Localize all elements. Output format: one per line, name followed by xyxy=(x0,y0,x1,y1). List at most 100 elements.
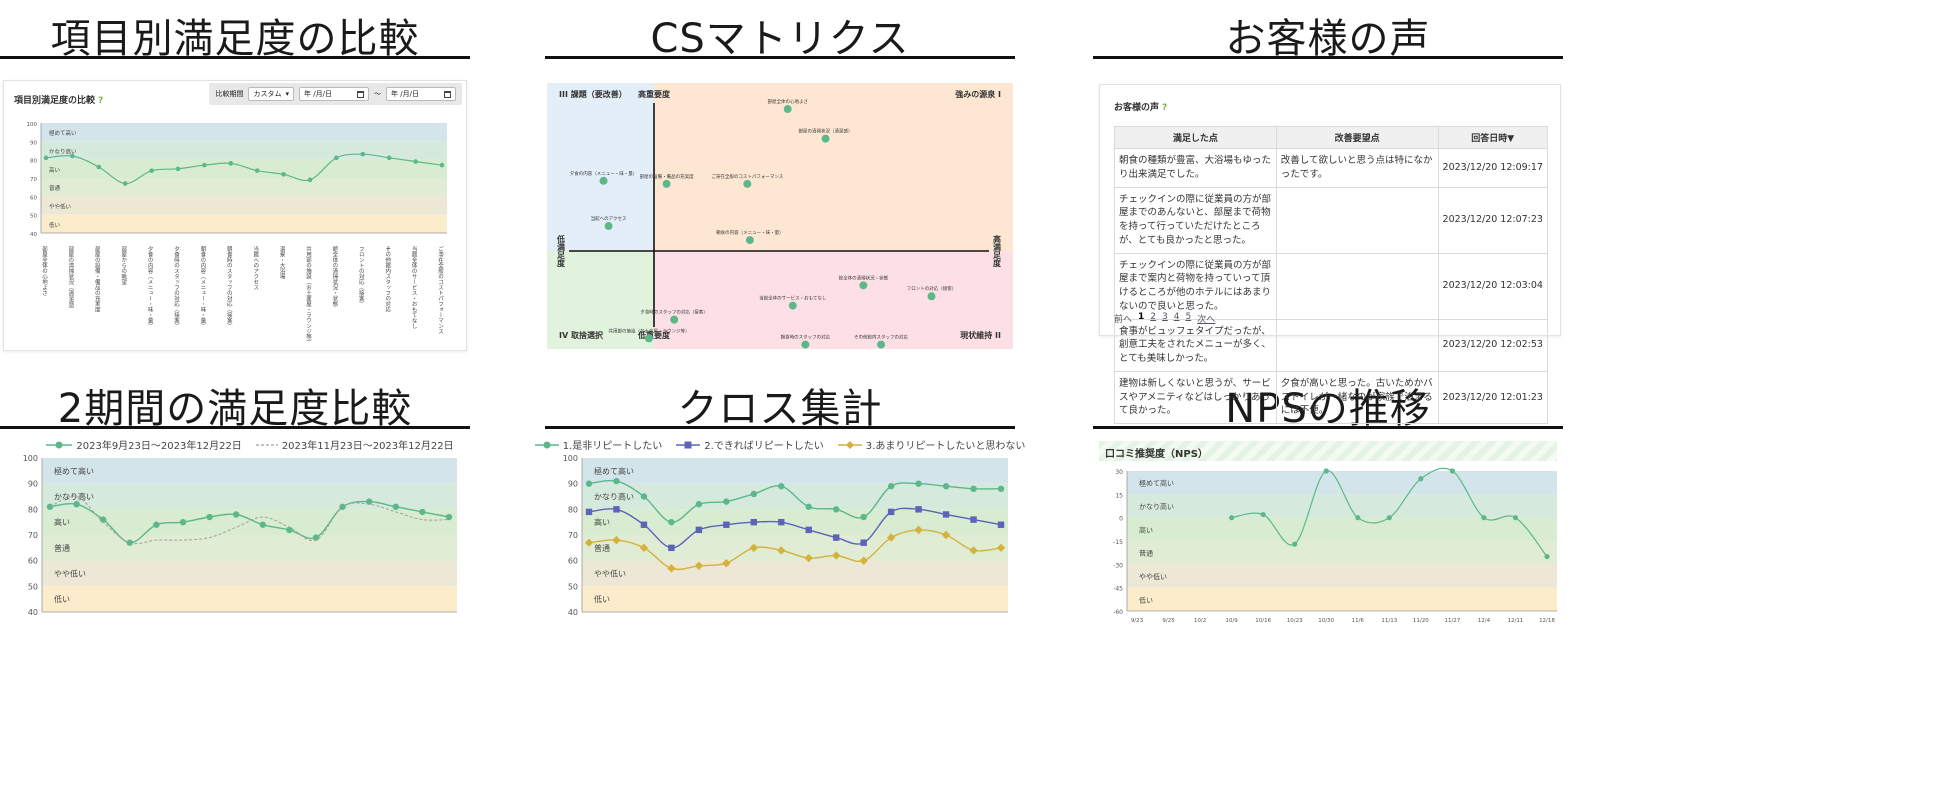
data-point xyxy=(783,105,792,114)
point-label: その他館内スタッフの対応 xyxy=(854,334,908,341)
x-tick-label: 10/2 xyxy=(1194,618,1206,624)
data-point xyxy=(887,483,895,490)
x-tick-label: 朝食時のスタッフの対応（接客） xyxy=(226,246,233,329)
improvement-cell: 改善して欲しいと思う点は特になかったです。 xyxy=(1275,148,1439,188)
legend-item[interactable]: 2.できればリピートしたい xyxy=(676,437,824,452)
quadrant-iii xyxy=(547,83,654,251)
data-point xyxy=(599,176,608,185)
satisfied-point-cell: チェックインの際に従業員の方が部屋までのあんないと、部屋まで荷物を持って行ってい… xyxy=(1114,186,1277,254)
legend-item[interactable]: 2023年9月23日〜2023年12月22日 xyxy=(46,437,242,452)
quadrant-label: IV 取捨選択 xyxy=(559,330,604,340)
data-point xyxy=(832,551,841,560)
y-tick-label: -15 xyxy=(1113,539,1123,546)
band-label: 普通 xyxy=(54,543,70,553)
band xyxy=(582,535,1008,561)
band-label: かなり高い xyxy=(49,148,77,156)
pager-page[interactable]: 4 xyxy=(1173,312,1180,322)
data-point xyxy=(644,334,653,343)
data-point xyxy=(206,513,213,521)
cs-matrix-chart: III 課題（要改善） 強みの源泉 I IV 取捨選択 現状維持 II 高重要度低重要度… xyxy=(547,83,1013,349)
legend-label: 2023年9月23日〜2023年12月22日 xyxy=(76,441,242,452)
y-tick-label: 80 xyxy=(28,505,38,514)
answered-at-cell: 2023/12/20 12:07:23 xyxy=(1437,186,1549,254)
y-tick-label: -45 xyxy=(1113,586,1123,593)
pager-page[interactable]: 5 xyxy=(1185,312,1192,322)
improvement-cell xyxy=(1275,186,1439,254)
x-tick-label: 共用部の施設（お土産屋・ラウンジ等） xyxy=(305,245,312,345)
data-point xyxy=(413,159,418,164)
data-point xyxy=(312,534,320,541)
band-label: 極めて高い xyxy=(1139,479,1174,488)
band xyxy=(582,509,1008,535)
y-tick-label: 40 xyxy=(30,232,37,238)
point-label: フロントの対応（接客） xyxy=(907,285,957,292)
legend-item[interactable]: 1.是非リピートしたい xyxy=(534,437,662,452)
date-from-value: 年 /月/日 xyxy=(304,90,332,98)
period-select[interactable]: カスタム ▾ xyxy=(248,87,294,101)
y-tick-label: 80 xyxy=(568,505,578,514)
x-tick-label: 温泉・大浴場 xyxy=(279,245,286,281)
sort-column-header[interactable]: 回答日時▼ xyxy=(1437,126,1549,149)
data-point xyxy=(1260,511,1266,518)
data-point xyxy=(96,164,102,170)
divider xyxy=(1093,426,1563,429)
y-tick-label: 100 xyxy=(27,122,38,128)
improvement-cell: 夕食が高いと思った。古いためかバストイレが一緒なのが家族で泊まるには不便。 xyxy=(1275,370,1439,425)
x-tick-label: 夕食の内容（メニュー・味・量） xyxy=(147,245,154,329)
band xyxy=(42,535,457,561)
date-from-input[interactable]: 年 /月/日 xyxy=(299,87,369,101)
data-point xyxy=(750,518,757,526)
data-point xyxy=(228,161,234,166)
table-row: 朝食の種類が豊富、大浴場もゆったり出来満足でした。 改善して欲しいと思う点は特に… xyxy=(1114,148,1549,188)
band xyxy=(1127,564,1557,588)
pager-page[interactable]: 1 xyxy=(1138,312,1145,322)
column-header: 満足した点 xyxy=(1114,126,1277,149)
data-point xyxy=(100,516,107,523)
help-icon[interactable]: ? xyxy=(98,96,104,106)
series-line xyxy=(45,153,443,185)
data-point xyxy=(778,518,785,526)
data-point xyxy=(695,501,703,508)
band-label: 極めて高い xyxy=(54,466,94,476)
series-line xyxy=(49,495,450,545)
help-icon[interactable]: ? xyxy=(1162,103,1168,113)
data-point xyxy=(613,506,620,513)
y-tick-label: 90 xyxy=(30,140,37,146)
x-tick-label: 11/13 xyxy=(1381,618,1397,624)
band xyxy=(1127,471,1557,495)
customer-voice-card: お客様の声? 満足した点 改善要望点 回答日時▼ 朝食の種類が豊富、大浴場もゆっ… xyxy=(1099,84,1561,425)
data-point xyxy=(70,153,75,159)
data-point xyxy=(750,490,757,498)
date-to-input[interactable]: 年 /月/日 xyxy=(386,87,456,101)
pager-prev[interactable]: 前へ xyxy=(1114,315,1133,325)
period-filter: 比較期間 カスタム ▾ 年 /月/日 〜 年 /月/日 xyxy=(209,83,462,105)
data-point xyxy=(386,155,392,161)
calendar-icon[interactable] xyxy=(357,90,364,98)
data-point xyxy=(723,498,730,505)
series-line xyxy=(588,529,1002,571)
pager-page[interactable]: 2 xyxy=(1150,312,1157,322)
pager-page[interactable]: 3 xyxy=(1162,312,1168,322)
legend-label: 3.あまりリピートしたいと思わない xyxy=(865,441,1026,452)
x-tick-label: 12/11 xyxy=(1508,618,1524,624)
band xyxy=(582,586,1008,612)
point-label: 当館へのアクセス xyxy=(591,215,627,222)
y-tick-label: 40 xyxy=(28,608,38,617)
legend-item[interactable]: 2023年11月23日〜2023年12月22日 xyxy=(255,437,454,452)
data-point xyxy=(788,301,797,310)
answered-at-cell: 2023/12/20 12:01:23 xyxy=(1437,370,1549,425)
table-row: 建物は新しくないと思うが、サービスやアメニティなどはしっかりあって良かった。 夕… xyxy=(1114,370,1549,425)
band xyxy=(41,196,447,215)
data-point xyxy=(670,315,679,324)
band-label: 低い xyxy=(594,594,610,604)
y-tick-label: 90 xyxy=(28,480,38,489)
divider xyxy=(545,56,1015,59)
band-label: 低い xyxy=(54,594,70,604)
legend-item[interactable]: 3.あまりリピートしたいと思わない xyxy=(837,437,1026,452)
band-label: 低い xyxy=(49,221,61,229)
data-point xyxy=(281,172,286,177)
band-label: やや低い xyxy=(49,203,72,211)
calendar-icon[interactable] xyxy=(444,90,451,98)
pager-next[interactable]: 次へ xyxy=(1197,315,1216,325)
